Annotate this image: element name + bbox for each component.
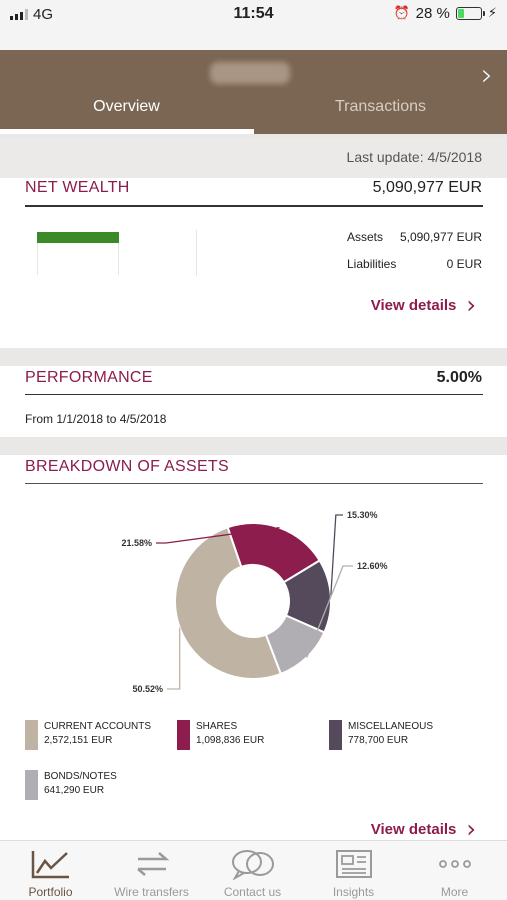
account-header: ········ › Overview Transactions [0, 50, 507, 134]
battery-icon [455, 7, 485, 20]
leader-line [167, 627, 181, 690]
assets-value: 5,090,977 EUR [399, 230, 482, 244]
leader-line [156, 526, 280, 544]
battery-status: ⏰ 28 % ⚡ [393, 5, 497, 22]
assets-liabilities-bar-chart [37, 230, 197, 276]
legend-name: CURRENT ACCOUNTS [44, 721, 152, 732]
slice-percent-label: 50.52% [132, 684, 163, 694]
tab-transactions[interactable]: Transactions [335, 98, 426, 115]
account-name[interactable]: ········ [210, 62, 290, 84]
next-account-chevron-icon[interactable]: › [481, 58, 493, 93]
chevron-right-icon: › [466, 815, 476, 843]
asset-breakdown-donut-chart: 50.52% 21.58% 15.30% 12.60% [121, 510, 388, 694]
liabilities-value: 0 EUR [446, 257, 482, 271]
status-time: 11:54 [233, 5, 274, 22]
battery-percent: 28 % [415, 5, 450, 22]
net-wealth-view-details-link[interactable]: View details › [371, 291, 476, 319]
nav-wire-transfers[interactable]: Wire transfers [101, 847, 202, 899]
breakdown-divider [25, 483, 483, 484]
legend-swatch [177, 720, 190, 750]
active-tab-indicator [0, 129, 254, 134]
legend-value: 778,700 EUR [348, 735, 409, 746]
legend-item: BONDS/NOTES 641,290 EUR [25, 770, 117, 800]
nav-contact-us[interactable]: Contact us [202, 847, 303, 899]
nav-insights[interactable]: Insights [303, 847, 404, 899]
nav-more[interactable]: More [404, 847, 505, 899]
bottom-navigation: Portfolio Wire transfers Contact us Insi… [0, 840, 507, 900]
performance-card: PERFORMANCE 5.00% From 1/1/2018 to 4/5/2… [0, 366, 507, 437]
net-wealth-value: 5,090,977 EUR [372, 179, 482, 196]
tab-overview[interactable]: Overview [93, 98, 160, 115]
breakdown-title: BREAKDOWN OF ASSETS [25, 458, 229, 475]
last-update-text: Last update: 4/5/2018 [346, 149, 482, 165]
newspaper-icon [303, 847, 404, 881]
network-status: 4G [10, 6, 53, 23]
chat-bubbles-icon [202, 847, 303, 881]
leader-line [330, 514, 343, 596]
net-wealth-title: NET WEALTH [25, 179, 130, 196]
nav-label: Portfolio [28, 885, 73, 899]
slice-percent-label: 15.30% [347, 510, 378, 520]
legend-swatch [329, 720, 342, 750]
legend-value: 1,098,836 EUR [196, 735, 265, 746]
net-wealth-card: NET WEALTH 5,090,977 EUR [0, 178, 507, 348]
legend-swatch [25, 720, 38, 750]
performance-divider [25, 394, 483, 395]
view-details-label: View details [370, 820, 457, 838]
liabilities-label: Liabilities [347, 257, 397, 271]
slice-percent-label: 21.58% [121, 538, 152, 548]
assets-bar [37, 232, 119, 243]
performance-value: 5.00% [436, 369, 482, 386]
nav-portfolio[interactable]: Portfolio [0, 847, 101, 899]
chevron-right-icon: › [466, 291, 476, 319]
nav-label: More [440, 885, 469, 899]
charging-icon: ⚡ [487, 6, 497, 21]
legend-name: MISCELLANEOUS [348, 721, 434, 732]
transfer-arrows-icon [101, 847, 202, 881]
nav-label: Wire transfers [114, 885, 189, 899]
performance-period: From 1/1/2018 to 4/5/2018 [25, 412, 167, 426]
network-type: 4G [33, 6, 54, 23]
legend-item: SHARES 1,098,836 EUR [177, 720, 264, 750]
view-details-label: View details [370, 296, 457, 314]
more-dots-icon [404, 847, 505, 881]
legend-value: 641,290 EUR [44, 785, 105, 796]
legend-name: BONDS/NOTES [44, 771, 117, 782]
signal-icon [10, 9, 28, 20]
performance-title: PERFORMANCE [25, 369, 153, 386]
alarm-icon: ⏰ [393, 6, 410, 21]
bar-chart-frame [37, 243, 119, 275]
nav-label: Insights [332, 885, 375, 899]
net-wealth-divider [25, 205, 483, 207]
legend-name: SHARES [196, 721, 238, 732]
breakdown-view-details-link[interactable]: View details › [371, 815, 476, 843]
donut-slice-current-accounts [174, 525, 283, 680]
leader-line [306, 565, 353, 658]
status-bar: 4G 11:54 ⏰ 28 % ⚡ [0, 0, 507, 50]
legend-value: 2,572,151 EUR [44, 735, 113, 746]
donut-slice-shares [226, 522, 322, 584]
legend-item: MISCELLANEOUS 778,700 EUR [329, 720, 433, 750]
assets-label: Assets [347, 230, 384, 244]
slice-percent-label: 12.60% [357, 561, 388, 571]
chart-line-icon [0, 847, 101, 881]
legend-swatch [25, 770, 38, 800]
nav-label: Contact us [223, 885, 282, 899]
last-update-bar: Last update: 4/5/2018 [0, 138, 507, 178]
legend-item: CURRENT ACCOUNTS 2,572,151 EUR [25, 720, 151, 750]
